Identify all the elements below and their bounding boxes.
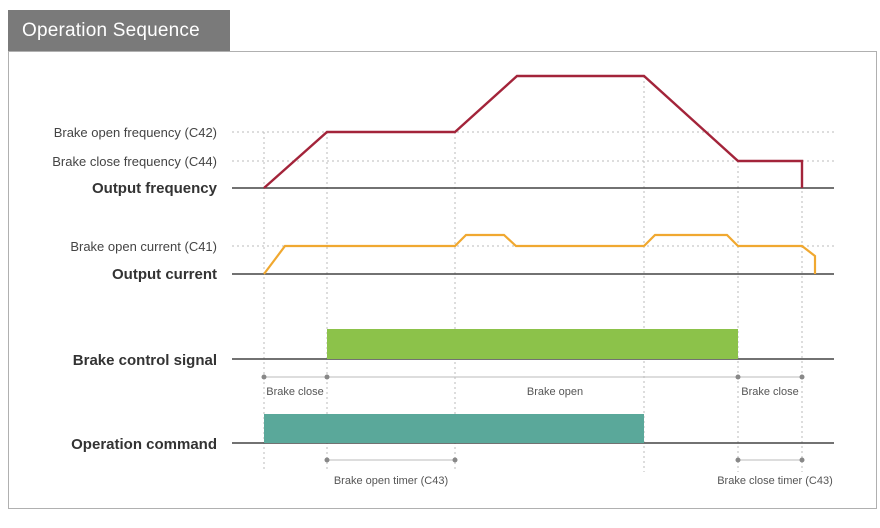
operation-command-label: Operation command	[71, 436, 217, 453]
output-current-label: Output current	[112, 266, 217, 283]
interval-dot	[799, 457, 805, 463]
brake-state-interval	[261, 374, 805, 380]
output-current-curve	[263, 233, 817, 275]
baselines	[232, 187, 834, 444]
brake-close-frequency-label: Brake close frequency (C44)	[52, 154, 217, 169]
interval-dot	[261, 374, 267, 380]
output-frequency-curve	[263, 74, 804, 189]
brake-open-timer-annotation: Brake open timer (C43)	[334, 475, 448, 487]
output-frequency-label: Output frequency	[92, 180, 218, 197]
brake-close-timer-annotation: Brake close timer (C43)	[717, 475, 833, 487]
page-title: Operation Sequence	[8, 10, 230, 51]
brake-control-signal-bar	[327, 329, 738, 359]
interval-dot	[452, 457, 458, 463]
interval-dot	[735, 374, 741, 380]
brake-control-signal-label: Brake control signal	[73, 352, 217, 369]
horizontal-guides	[232, 131, 834, 247]
operation-command-bar	[264, 414, 644, 443]
brake-open-current-label: Brake open current (C41)	[70, 239, 217, 254]
brake-close-annotation-end: Brake close	[741, 386, 798, 398]
interval-dot	[324, 457, 330, 463]
interval-dot	[324, 374, 330, 380]
brake-open-annotation: Brake open	[527, 386, 583, 398]
interval-dot	[799, 374, 805, 380]
brake-open-frequency-label: Brake open frequency (C42)	[54, 125, 217, 140]
interval-dot	[735, 457, 741, 463]
timer-intervals	[324, 457, 805, 463]
diagram-frame	[8, 51, 877, 509]
brake-close-annotation-start: Brake close	[266, 386, 323, 398]
